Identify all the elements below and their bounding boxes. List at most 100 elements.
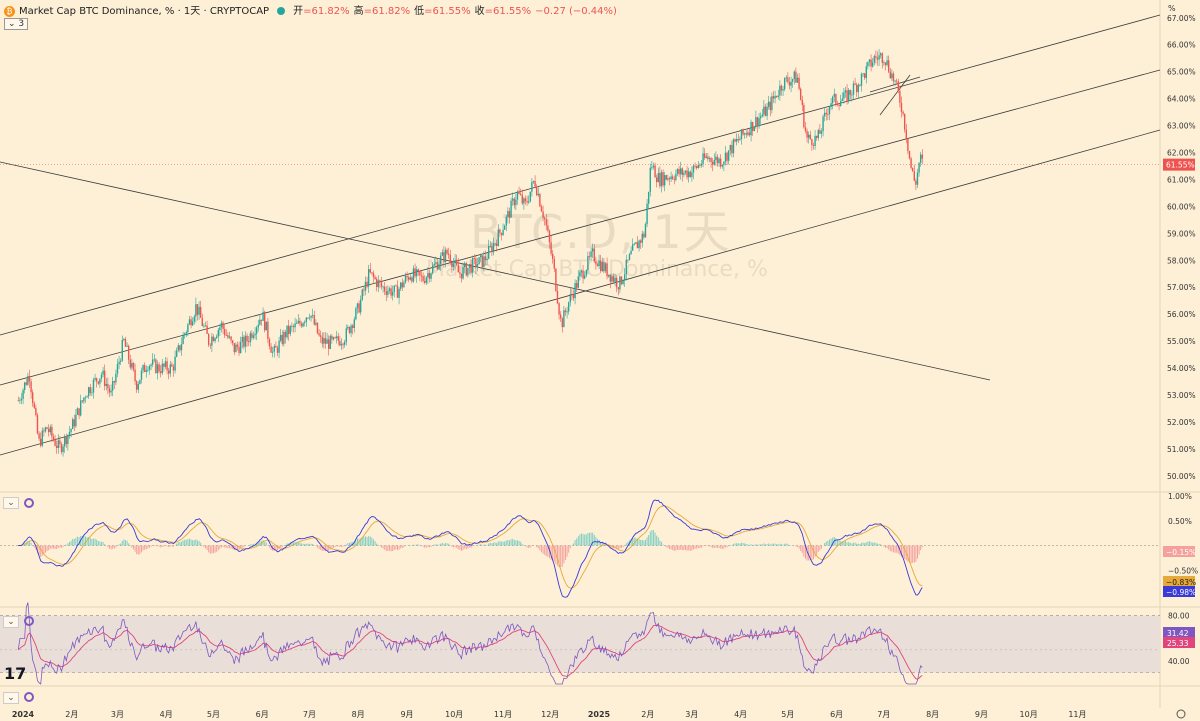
macd-value-label: −0.15% <box>1166 548 1196 557</box>
candle-body <box>646 203 648 225</box>
rsi-value-label: 25.33 <box>1167 639 1189 648</box>
macd-hist-bar <box>643 540 645 546</box>
macd-hist-bar <box>724 545 726 548</box>
candle-body <box>609 274 611 282</box>
macd-hist-bar <box>704 545 706 547</box>
macd-hist-bar <box>318 545 320 549</box>
macd-hist-bar <box>872 542 874 546</box>
candle-body <box>614 277 616 282</box>
macd-hist-bar <box>336 545 338 547</box>
candle-body <box>460 273 463 279</box>
candle-body <box>303 322 306 324</box>
rsi-collapse-button[interactable]: ⌄ <box>3 616 19 628</box>
macd-hist-bar <box>222 545 224 547</box>
candle-body <box>486 258 488 261</box>
candle-body <box>531 181 533 192</box>
candle-body <box>97 381 99 384</box>
macd-hist-bar <box>89 538 91 546</box>
macd-hist-bar <box>456 545 458 548</box>
indicator-count-badge[interactable]: ⌄ 3 <box>4 18 29 30</box>
macd-hist-bar <box>235 545 237 550</box>
macd-hist-bar <box>390 545 392 552</box>
macd-hist-bar <box>355 539 357 546</box>
candle-body <box>380 282 383 287</box>
candle-body <box>911 167 914 172</box>
macd-hist-bar <box>825 541 827 546</box>
candle-body <box>139 379 141 385</box>
candle-body <box>686 170 688 178</box>
bottom-settings-icon[interactable] <box>24 692 34 702</box>
macd-hist-bar <box>528 545 530 549</box>
macd-hist-bar <box>808 545 810 561</box>
x-tick-label: 10月 <box>445 710 463 719</box>
macd-hist-bar <box>131 545 133 548</box>
macd-hist-bar <box>582 534 584 546</box>
macd-hist-bar <box>158 545 160 547</box>
macd-hist-bar <box>44 545 46 553</box>
candle-body <box>811 139 813 146</box>
x-tick-label: 2月 <box>65 710 78 719</box>
candle-body <box>559 314 562 319</box>
macd-hist-bar <box>734 543 736 546</box>
macd-hist-bar <box>851 543 853 546</box>
macd-settings-icon[interactable] <box>24 498 34 508</box>
x-tick-label: 3月 <box>111 710 124 719</box>
macd-hist-bar <box>564 545 566 560</box>
candle-body <box>499 229 501 233</box>
candle-body <box>92 379 95 393</box>
macd-hist-bar <box>633 537 635 546</box>
price-tick-label: 52.00% <box>1167 418 1196 427</box>
macd-hist-bar <box>504 541 506 546</box>
macd-hist-bar <box>819 545 821 551</box>
macd-hist-bar <box>668 545 670 550</box>
macd-hist-bar <box>43 545 45 555</box>
x-tick-label: 12月 <box>541 710 559 719</box>
candle-body <box>641 233 643 243</box>
macd-hist-bar <box>648 535 650 546</box>
macd-hist-bar <box>683 545 685 551</box>
macd-hist-bar <box>681 545 683 551</box>
price-tick-label: 65.00% <box>1167 68 1196 77</box>
macd-hist-bar <box>646 537 648 546</box>
candle-body <box>377 280 379 288</box>
rsi-settings-icon[interactable] <box>24 616 34 626</box>
macd-hist-bar <box>337 545 339 547</box>
candle-body <box>844 90 847 93</box>
macd-hist-bar <box>155 545 157 547</box>
candle-body <box>635 242 637 244</box>
macd-hist-bar <box>915 545 917 562</box>
low-value: =61.55% <box>424 6 471 17</box>
bottom-collapse-button[interactable]: ⌄ <box>3 692 19 704</box>
macd-hist-bar <box>896 545 898 553</box>
candle-body <box>390 288 392 296</box>
candle-body <box>772 96 775 99</box>
candle-body <box>167 370 170 374</box>
candle-body <box>305 317 307 323</box>
candle-body <box>876 57 879 60</box>
candle-body <box>897 81 899 91</box>
candle-body <box>183 333 186 336</box>
candle-body <box>859 84 861 86</box>
candle-body <box>230 336 232 341</box>
candle-body <box>532 180 535 182</box>
macd-hist-bar <box>56 545 58 550</box>
macd-hist-bar <box>179 542 181 546</box>
macd-hist-bar <box>812 545 814 560</box>
macd-collapse-button[interactable]: ⌄ <box>3 497 19 509</box>
candle-body <box>156 364 159 373</box>
macd-hist-bar <box>651 530 653 546</box>
candle-body <box>169 364 171 374</box>
candle-body <box>483 256 485 267</box>
candle-body <box>199 306 202 318</box>
candle-body <box>694 165 696 167</box>
price-tick-label: 61.00% <box>1167 175 1196 184</box>
macd-hist-bar <box>73 538 75 546</box>
candle-body <box>551 253 554 259</box>
candle-body <box>542 211 544 218</box>
macd-hist-bar <box>728 545 730 547</box>
macd-hist-bar <box>600 541 602 546</box>
macd-hist-bar <box>512 538 514 546</box>
candle-body <box>171 364 173 367</box>
candle-body <box>19 400 21 402</box>
